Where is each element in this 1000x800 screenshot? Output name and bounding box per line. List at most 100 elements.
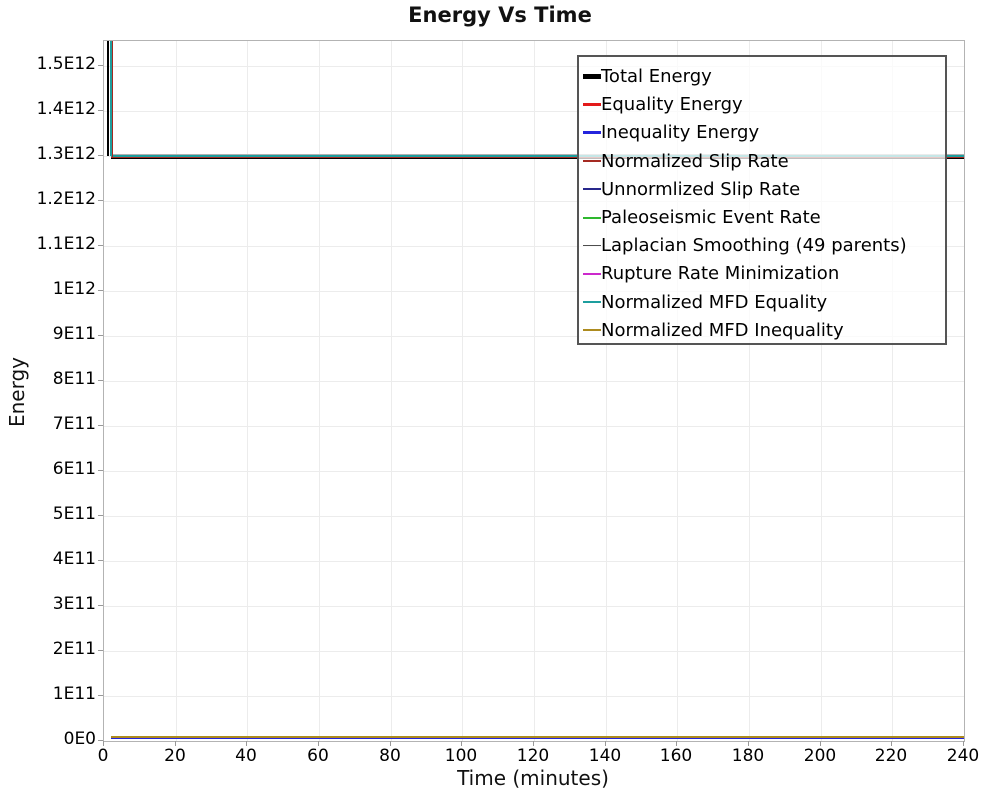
gridline-vertical — [964, 41, 965, 741]
y-axis-label: Energy — [5, 356, 29, 428]
y-tick-mark — [98, 380, 103, 381]
y-tick-label: 1.1E12 — [36, 234, 96, 254]
x-tick-label: 220 — [874, 746, 908, 766]
gridline-vertical — [606, 41, 607, 741]
legend: Total Energy Equality Energy Inequality En… — [577, 55, 947, 345]
legend-label: Laplacian Smoothing (49 parents) — [601, 235, 907, 257]
y-tick-mark — [98, 110, 103, 111]
legend-swatch — [583, 216, 601, 219]
gridline-vertical — [176, 41, 177, 741]
legend-item: Laplacian Smoothing (49 parents) — [583, 231, 907, 260]
x-tick-label: 100 — [444, 746, 478, 766]
x-tick-label: 240 — [946, 746, 980, 766]
legend-item: Inequality Energy — [583, 118, 759, 147]
x-tick-mark — [891, 741, 892, 746]
series-line — [111, 155, 964, 157]
x-tick-mark — [175, 741, 176, 746]
legend-item: Normalized Slip Rate — [583, 147, 789, 176]
series-drop-line — [107, 41, 109, 156]
y-tick-label: 1.5E12 — [36, 54, 96, 74]
x-tick-mark — [748, 741, 749, 746]
x-tick-label: 60 — [307, 746, 329, 766]
y-tick-mark — [98, 740, 103, 741]
y-tick-mark — [98, 470, 103, 471]
y-tick-label: 1E12 — [52, 279, 96, 299]
legend-item: Total Energy — [583, 62, 712, 91]
y-tick-mark — [98, 560, 103, 561]
x-tick-label: 180 — [731, 746, 765, 766]
y-tick-label: 4E11 — [52, 549, 96, 569]
y-tick-mark — [98, 425, 103, 426]
legend-swatch — [583, 160, 601, 163]
y-tick-label: 9E11 — [52, 324, 96, 344]
gridline-vertical — [247, 41, 248, 741]
x-tick-mark — [676, 741, 677, 746]
x-tick-label: 20 — [164, 746, 186, 766]
x-tick-label: 120 — [516, 746, 550, 766]
y-tick-label: 5E11 — [52, 504, 96, 524]
legend-label: Rupture Rate Minimization — [601, 263, 840, 285]
gridline-vertical — [462, 41, 463, 741]
y-tick-label: 2E11 — [52, 639, 96, 659]
legend-swatch — [583, 131, 601, 135]
x-tick-mark — [461, 741, 462, 746]
gridline-vertical — [391, 41, 392, 741]
x-tick-mark — [103, 741, 104, 746]
legend-item: Normalized MFD Equality — [583, 288, 827, 317]
y-tick-mark — [98, 695, 103, 696]
x-tick-mark — [820, 741, 821, 746]
y-tick-label: 1.3E12 — [36, 144, 96, 164]
x-tick-mark — [605, 741, 606, 746]
legend-label: Inequality Energy — [601, 122, 760, 144]
legend-item: Paleoseismic Event Rate — [583, 203, 821, 232]
legend-swatch — [583, 103, 601, 107]
y-tick-label: 0E0 — [63, 729, 96, 749]
legend-label: Paleoseismic Event Rate — [601, 207, 821, 228]
gridline-vertical — [821, 41, 822, 741]
legend-swatch — [583, 245, 601, 247]
x-tick-label: 160 — [659, 746, 693, 766]
y-tick-label: 6E11 — [52, 459, 96, 479]
x-tick-label: 80 — [379, 746, 401, 766]
y-tick-mark — [98, 605, 103, 606]
gridline-vertical — [534, 41, 535, 741]
x-tick-mark — [963, 741, 964, 746]
y-tick-label: 8E11 — [52, 369, 96, 389]
gridline-vertical — [677, 41, 678, 741]
legend-item: Normalized MFD Inequality — [583, 316, 844, 345]
legend-label: Normalized MFD Equality — [601, 291, 828, 313]
series-line — [111, 736, 964, 738]
y-tick-mark — [98, 200, 103, 201]
y-tick-label: 1.4E12 — [36, 99, 96, 119]
legend-item: Rupture Rate Minimization — [583, 259, 839, 288]
x-tick-label: 200 — [803, 746, 837, 766]
y-tick-mark — [98, 515, 103, 516]
y-tick-label: 3E11 — [52, 594, 96, 614]
chart-title: Energy Vs Time — [408, 3, 592, 27]
gridline-vertical — [749, 41, 750, 741]
legend-item: Equality Energy — [583, 90, 743, 119]
x-tick-mark — [533, 741, 534, 746]
legend-item: Unnormlized Slip Rate — [583, 175, 800, 204]
y-tick-label: 1.2E12 — [36, 189, 96, 209]
series-drop-line — [110, 41, 112, 156]
x-tick-mark — [246, 741, 247, 746]
y-tick-mark — [98, 335, 103, 336]
x-tick-label: 0 — [97, 746, 109, 766]
legend-label: Total Energy — [601, 66, 712, 87]
legend-swatch — [583, 272, 601, 275]
legend-swatch — [583, 301, 601, 304]
series-drop-line — [112, 41, 113, 157]
x-tick-mark — [390, 741, 391, 746]
y-tick-mark — [98, 650, 103, 651]
legend-swatch — [583, 74, 601, 79]
legend-label: Normalized Slip Rate — [601, 150, 789, 172]
y-tick-mark — [98, 245, 103, 246]
legend-swatch — [583, 329, 601, 332]
series-line — [111, 154, 964, 155]
y-tick-label: 1E11 — [52, 684, 96, 704]
legend-label: Unnormlized Slip Rate — [601, 178, 801, 200]
legend-label: Normalized MFD Inequality — [601, 319, 844, 341]
gridline-vertical — [892, 41, 893, 741]
legend-label: Equality Energy — [601, 94, 743, 116]
